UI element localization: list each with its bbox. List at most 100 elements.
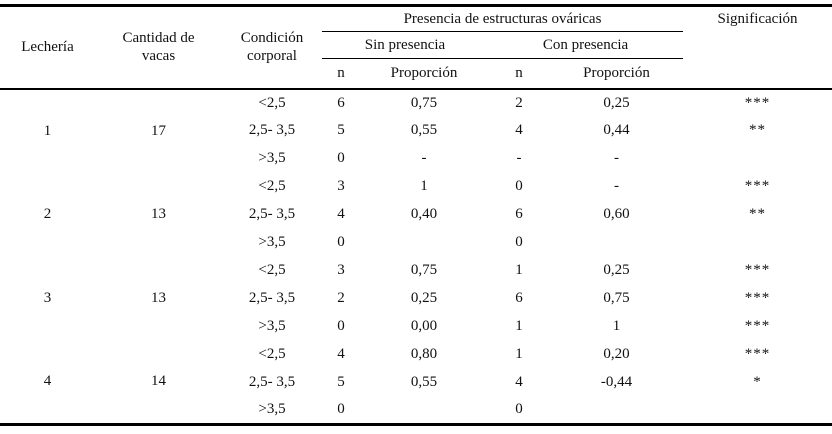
cell-n-sin: 0 [337, 150, 345, 167]
cell-n-sin: 3 [337, 178, 345, 195]
cell-sig [683, 229, 832, 257]
cell-sig: *** [744, 178, 771, 195]
cell-prop-con [550, 397, 683, 425]
cell-condicion: <2,5 [258, 178, 286, 195]
cell-sig: *** [744, 262, 771, 279]
cell-n-con: 4 [515, 374, 523, 391]
table-row: >3,5 0 0,00 1 1 *** [0, 313, 832, 341]
cell-prop-sin: 0,40 [410, 206, 438, 223]
cell-n-sin: 0 [337, 401, 345, 418]
table-row: 2 13 <2,5 3 1 0 - *** [0, 173, 832, 222]
header-n-sin: n [322, 58, 360, 90]
results-table: Lechería Cantidad de vacas Condición cor… [0, 4, 832, 426]
cell-sig: ** [749, 206, 767, 223]
cell-condicion: 2,5- 3,5 [248, 374, 296, 391]
cell-prop-sin: 0,80 [410, 346, 438, 363]
cell-condicion: <2,5 [258, 94, 286, 111]
cell-n-sin: 0 [337, 318, 345, 335]
header-proporcion-con: Proporción [550, 58, 684, 90]
cell-n-sin: 5 [337, 122, 345, 139]
table-row: >3,5 0 - - - [0, 145, 832, 173]
cell-condicion: <2,5 [258, 262, 286, 279]
cell-sig: *** [744, 290, 771, 307]
cell-n-con: 2 [515, 94, 523, 111]
cell-prop-con: -0,44 [600, 374, 633, 391]
table-row: 2,5- 3,5 4 0,40 6 0,60 ** [0, 201, 832, 229]
cell-condicion: >3,5 [258, 401, 286, 418]
cell-n-con: 1 [515, 262, 523, 279]
cell-condicion: 2,5- 3,5 [248, 122, 296, 139]
table-row: 2,5- 3,5 5 0,55 4 0,44 ** [0, 117, 832, 145]
table-row: 1 17 <2,5 6 0,75 2 0,25 *** [0, 89, 832, 139]
cell-n-sin: 6 [337, 94, 345, 111]
cell-sig [683, 145, 832, 173]
cell-prop-con: 1 [612, 318, 621, 335]
cell-prop-sin: 1 [420, 178, 428, 195]
cell-n-con: 1 [515, 346, 523, 363]
cell-prop-con: 0,60 [603, 206, 630, 223]
cell-n-con: 0 [515, 234, 523, 251]
cell-prop-con: 0,25 [603, 94, 630, 111]
cell-sig: *** [744, 346, 771, 363]
cell-n-con: 0 [515, 401, 523, 418]
header-row-3: n Proporción n Proporción [0, 58, 832, 90]
header-condicion-corporal: Condición corporal [222, 5, 322, 90]
cell-n-sin: 5 [337, 374, 345, 391]
table-row: >3,5 0 0 [0, 397, 832, 425]
cell-prop-con: 0,20 [603, 346, 630, 363]
cell-n-con: 0 [515, 178, 523, 195]
header-row-2: Sin presencia Con presencia [0, 31, 832, 59]
cell-condicion: >3,5 [258, 234, 286, 251]
table-row: >3,5 0 0 [0, 229, 832, 257]
cell-sig [683, 397, 832, 425]
cell-n-sin: 3 [337, 262, 345, 279]
cell-n-sin: 4 [337, 346, 345, 363]
cell-prop-con: - [614, 150, 619, 167]
cell-condicion: 2,5- 3,5 [248, 206, 296, 223]
cell-lecheria: 4 [43, 373, 52, 390]
cell-vacas: 13 [151, 290, 166, 307]
header-row-1: Lechería Cantidad de vacas Condición cor… [0, 5, 832, 90]
cell-prop-sin: 0,75 [410, 94, 438, 111]
cell-lecheria: 2 [43, 206, 52, 223]
header-con-presencia: Con presencia [488, 31, 684, 59]
header-proporcion-sin: Proporción [360, 58, 488, 90]
cell-sig: ** [749, 122, 767, 139]
cell-n-con: - [516, 150, 522, 167]
cell-condicion: 2,5- 3,5 [248, 290, 296, 307]
cell-condicion: >3,5 [258, 150, 286, 167]
cell-prop-con [550, 229, 683, 257]
cell-prop-sin [360, 229, 488, 257]
table-row: 4 14 <2,5 4 0,80 1 0,20 *** [0, 341, 832, 389]
header-sin-presencia: Sin presencia [322, 31, 488, 59]
cell-lecheria: 3 [43, 290, 52, 307]
header-cantidad-vacas-label: Cantidad de vacas [122, 29, 195, 65]
cell-condicion: <2,5 [258, 346, 286, 363]
cell-prop-sin: 0,55 [410, 122, 438, 139]
cell-n-sin: 0 [337, 234, 345, 251]
cell-n-con: 4 [515, 122, 523, 139]
cell-prop-con: 0,75 [603, 290, 630, 307]
cell-prop-sin: 0,55 [410, 374, 438, 391]
cell-n-con: 1 [515, 318, 523, 335]
cell-prop-con: - [614, 178, 619, 195]
cell-condicion: >3,5 [258, 318, 286, 335]
cell-prop-sin: 0,25 [410, 290, 438, 307]
header-significacion: Significación [683, 5, 832, 90]
cell-n-sin: 2 [337, 290, 345, 307]
cell-prop-sin: 0,00 [410, 318, 438, 335]
header-presencia-group: Presencia de estructuras ováricas [322, 5, 684, 32]
cell-prop-sin: - [421, 150, 427, 167]
cell-vacas: 17 [151, 122, 166, 139]
header-n-con: n [488, 58, 550, 90]
table-row: 3 13 <2,5 3 0,75 1 0,25 *** [0, 257, 832, 306]
cell-sig: *** [744, 94, 771, 111]
cell-prop-sin [360, 397, 488, 425]
cell-sig: *** [744, 318, 771, 335]
cell-prop-con: 0,44 [603, 122, 630, 139]
table-row: 2,5- 3,5 2 0,25 6 0,75 *** [0, 285, 832, 313]
table-row: 2,5- 3,5 5 0,55 4 -0,44 * [0, 369, 832, 397]
cell-vacas: 13 [151, 206, 166, 223]
header-cantidad-vacas: Cantidad de vacas [95, 5, 222, 90]
